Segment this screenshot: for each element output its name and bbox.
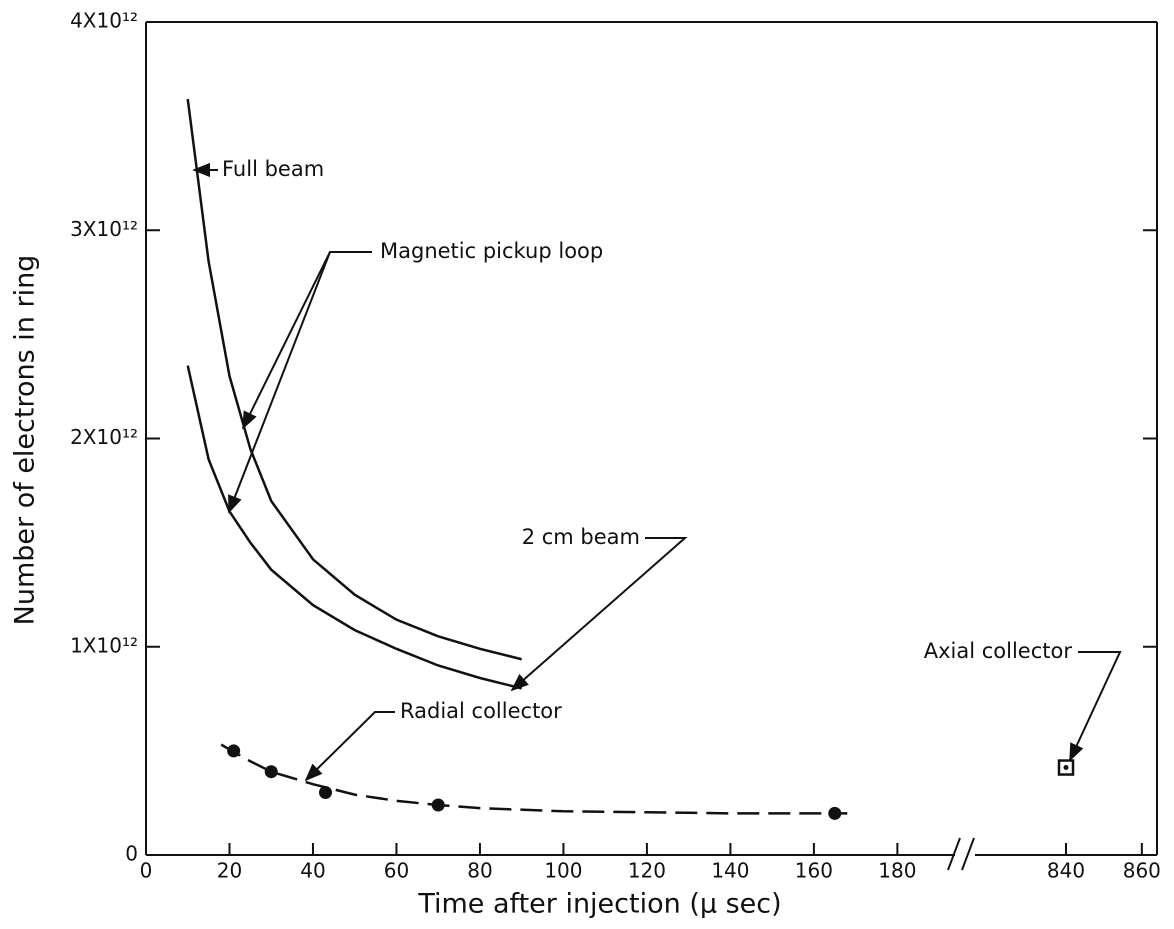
point <box>1057 759 1075 776</box>
y-tick-label: 2X10¹² <box>70 425 138 449</box>
line <box>220 743 848 815</box>
annotation: Full beam <box>222 157 324 181</box>
x-tick-label: 0 <box>140 859 153 883</box>
x-tick-label: 120 <box>628 859 666 883</box>
x-tick-label: 140 <box>711 859 749 883</box>
annotation: Radial collector <box>400 699 562 723</box>
x-tick-label: 100 <box>544 859 582 883</box>
y-tick-label: 4X10¹² <box>70 9 138 33</box>
x-tick-label: 20 <box>217 859 242 883</box>
x-tick-label: 840 <box>1047 859 1085 883</box>
line <box>186 98 522 661</box>
x-tick-label: 160 <box>795 859 833 883</box>
point <box>431 798 445 812</box>
point <box>318 786 332 800</box>
point <box>264 765 278 779</box>
annotation-lines <box>192 162 1122 782</box>
point <box>227 744 241 758</box>
x-tick-label: 80 <box>467 859 492 883</box>
annotation: Axial collector <box>924 639 1073 663</box>
x-tick-label: 180 <box>878 859 916 883</box>
y-tick-label: 0 <box>125 842 138 866</box>
x-axis-label: Time after injection (μ sec) <box>417 889 781 920</box>
y-tick-label: 1X10¹² <box>70 633 138 657</box>
annotation: Magnetic pickup loop <box>380 239 603 263</box>
y-tick-label: 3X10¹² <box>70 217 138 241</box>
point-center <box>1063 765 1069 771</box>
point <box>828 806 842 820</box>
x-tick-label: 60 <box>384 859 409 883</box>
line <box>186 365 522 690</box>
x-tick-label: 40 <box>300 859 325 883</box>
frame <box>145 21 1158 871</box>
annotation: 2 cm beam <box>522 525 640 549</box>
y-axis-label: Number of electrons in ring <box>10 255 41 626</box>
x-tick-label: 860 <box>1123 859 1161 883</box>
